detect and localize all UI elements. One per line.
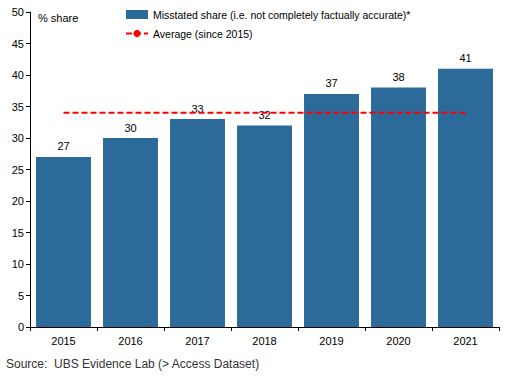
svg-text:2017: 2017 bbox=[185, 335, 209, 347]
svg-text:% share: % share bbox=[38, 12, 78, 24]
svg-text:Misstated share (i.e. not comp: Misstated share (i.e. not completely fac… bbox=[153, 9, 410, 21]
svg-text:27: 27 bbox=[57, 140, 69, 152]
svg-text:40: 40 bbox=[12, 69, 24, 81]
svg-text:45: 45 bbox=[12, 38, 24, 50]
svg-text:25: 25 bbox=[12, 164, 24, 176]
svg-text:2020: 2020 bbox=[386, 335, 410, 347]
svg-text:35: 35 bbox=[12, 101, 24, 113]
svg-text:Source: UBS Evidence Lab (> A: Source: UBS Evidence Lab (> Access Datas… bbox=[6, 357, 259, 371]
svg-text:50: 50 bbox=[12, 6, 24, 18]
svg-text:37: 37 bbox=[325, 77, 337, 89]
svg-text:Average (since 2015): Average (since 2015) bbox=[153, 28, 253, 40]
svg-text:2021: 2021 bbox=[453, 335, 477, 347]
svg-text:2015: 2015 bbox=[51, 335, 75, 347]
svg-text:41: 41 bbox=[459, 52, 471, 64]
svg-text:30: 30 bbox=[124, 122, 136, 134]
svg-text:20: 20 bbox=[12, 195, 24, 207]
svg-text:30: 30 bbox=[12, 132, 24, 144]
svg-text:2019: 2019 bbox=[319, 335, 343, 347]
svg-text:10: 10 bbox=[12, 258, 24, 270]
svg-text:32: 32 bbox=[258, 109, 270, 121]
svg-text:2016: 2016 bbox=[118, 335, 142, 347]
svg-text:15: 15 bbox=[12, 227, 24, 239]
svg-text:5: 5 bbox=[18, 290, 24, 302]
svg-text:0: 0 bbox=[18, 321, 24, 333]
svg-text:2018: 2018 bbox=[252, 335, 276, 347]
svg-text:38: 38 bbox=[392, 71, 404, 83]
svg-text:33: 33 bbox=[191, 102, 204, 115]
